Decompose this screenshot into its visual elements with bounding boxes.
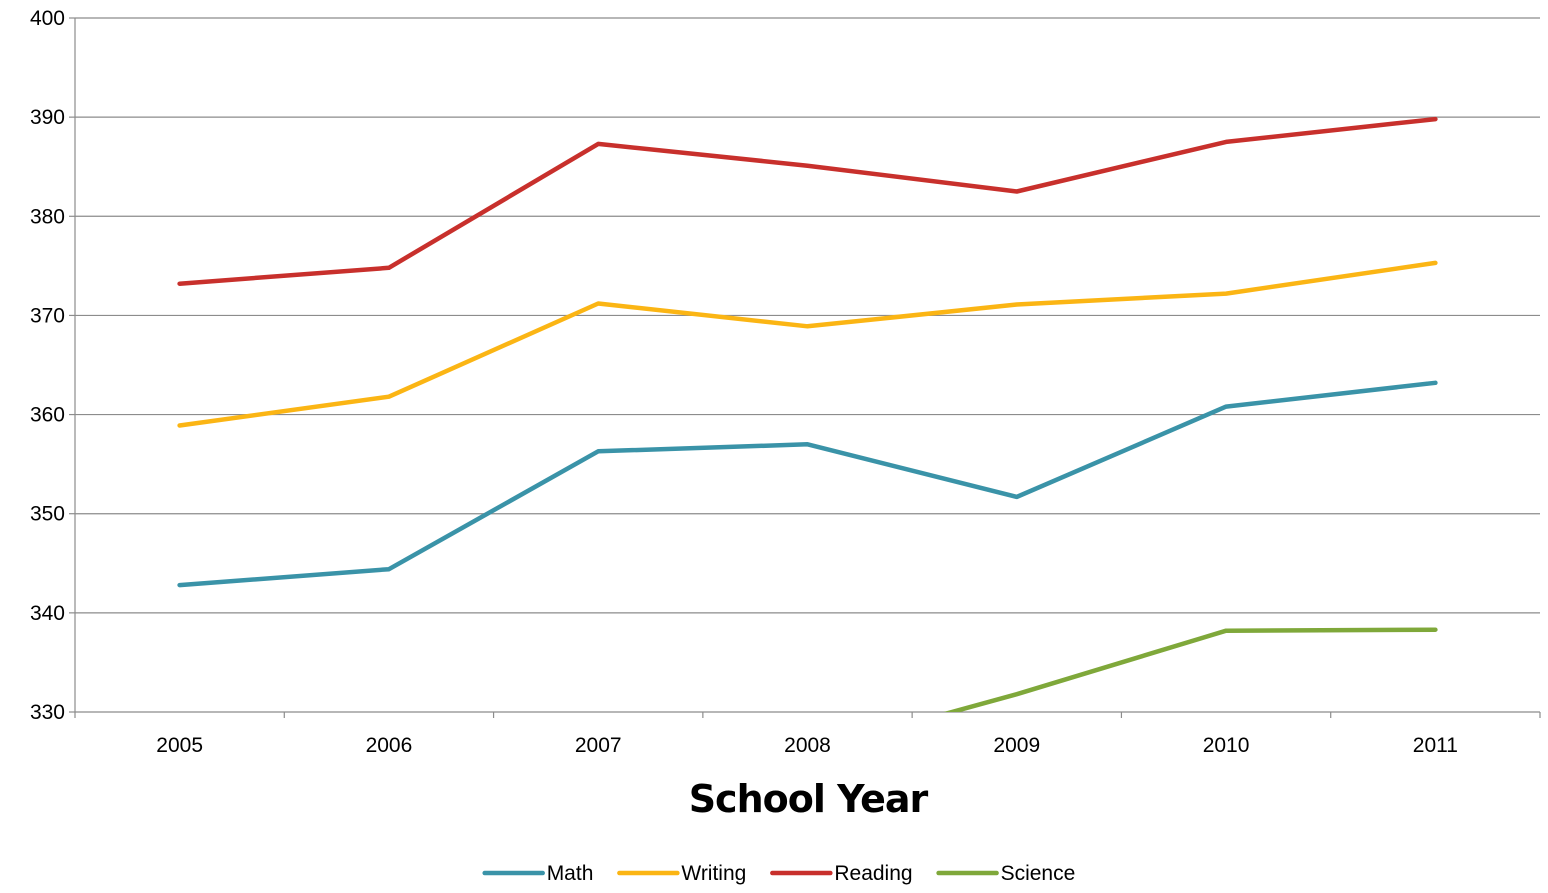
x-tick-label: 2007 <box>575 734 622 757</box>
y-tick-label: 340 <box>30 602 65 625</box>
x-tick-label: 2006 <box>366 734 413 757</box>
y-tick-label: 380 <box>30 205 65 228</box>
legend-item-writing: Writing <box>617 862 746 885</box>
y-tick-label: 400 <box>30 7 65 30</box>
y-axis-ticks: 330 340 350 360 370 380 390 400 <box>30 7 75 724</box>
y-tick-label: 350 <box>30 503 65 526</box>
series-line-math <box>177 380 1438 588</box>
series-line-writing <box>177 260 1438 428</box>
y-tick-label: 330 <box>30 701 65 724</box>
legend-label: Writing <box>681 862 746 885</box>
y-tick-label: 370 <box>30 304 65 327</box>
legend-label: Math <box>547 862 594 885</box>
legend: Math Writing Reading Science <box>482 862 1076 885</box>
legend-item-reading: Reading <box>770 862 913 885</box>
y-tick-label: 390 <box>30 106 65 129</box>
x-tick-label: 2009 <box>993 734 1040 757</box>
x-axis-title: School Year <box>689 777 929 821</box>
legend-item-math: Math <box>482 862 594 885</box>
x-tick-label: 2005 <box>156 734 203 757</box>
series-lines <box>177 116 1438 712</box>
series-line-science <box>943 627 1438 712</box>
x-axis-ticks: 2005 2006 2007 2008 2009 2010 2011 <box>74 712 1541 757</box>
y-tick-label: 360 <box>30 404 65 427</box>
gridlines <box>75 17 1540 614</box>
legend-label: Reading <box>834 862 912 885</box>
legend-label: Science <box>1001 862 1076 885</box>
x-tick-label: 2011 <box>1413 734 1458 757</box>
x-tick-label: 2008 <box>784 734 831 757</box>
x-tick-label: 2010 <box>1203 734 1250 757</box>
series-line-reading <box>177 116 1438 286</box>
axes <box>74 18 1540 713</box>
legend-item-science: Science <box>936 862 1076 885</box>
